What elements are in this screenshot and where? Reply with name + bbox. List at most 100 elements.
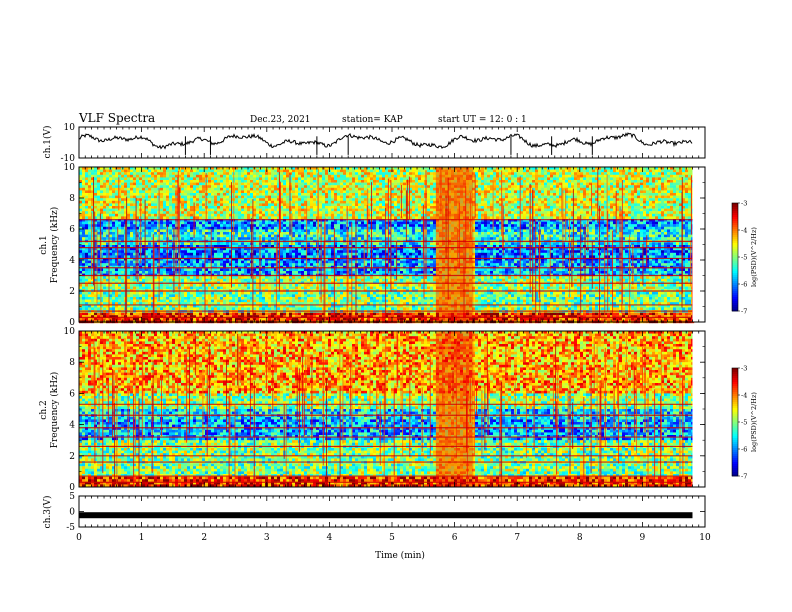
- spectrogram-cell: [391, 206, 395, 209]
- spectrogram-cell: [556, 203, 560, 207]
- spectrogram-cell: [238, 224, 242, 227]
- spectrogram-cell: [331, 200, 335, 204]
- spectrogram-cell: [322, 216, 326, 220]
- spectrogram-cell: [364, 185, 368, 188]
- spectrogram-cell: [322, 200, 326, 204]
- spectrogram-cell: [496, 211, 500, 214]
- spectrogram-cell: [217, 206, 221, 209]
- spectrogram-cell: [349, 216, 353, 220]
- spectrogram-cell: [376, 213, 380, 217]
- spectrogram-cell: [670, 190, 674, 194]
- spectrogram-cell: [151, 213, 155, 217]
- spectrogram-cell: [490, 172, 494, 175]
- spectrogram-cell: [559, 182, 563, 186]
- spectrogram-cell: [364, 177, 368, 181]
- spectrogram-cell: [502, 200, 506, 204]
- spectrogram-cell: [496, 208, 500, 212]
- spectrogram-cell: [601, 213, 605, 217]
- spectrogram-cell: [301, 216, 305, 220]
- spectrogram-cell: [286, 221, 290, 225]
- spectrogram-cell: [661, 185, 665, 188]
- spectrogram-cell: [625, 193, 629, 196]
- spectrogram-cell: [268, 219, 272, 222]
- spectrogram-cell: [298, 169, 302, 173]
- spectrogram-cell: [163, 187, 167, 191]
- spectrogram-cell: [595, 224, 599, 227]
- spectrogram-cell: [349, 200, 353, 204]
- spectrogram-cell: [274, 221, 278, 225]
- spectrogram-cell: [226, 177, 230, 181]
- spectrogram-cell: [181, 213, 185, 217]
- spectrogram-cell: [307, 206, 311, 209]
- spectrogram-cell: [448, 213, 452, 217]
- spectrogram-cell: [187, 169, 191, 173]
- spectrogram-cell: [556, 200, 560, 204]
- spectrogram-cell: [472, 206, 476, 209]
- spectrogram-cell: [244, 174, 248, 178]
- spectrogram-cell: [118, 182, 122, 186]
- spectrogram-cell: [241, 195, 245, 199]
- spectrogram-cell: [253, 195, 257, 199]
- spectrogram-cell: [556, 216, 560, 220]
- spectrogram-cell: [331, 172, 335, 175]
- spectrogram-cell: [628, 177, 632, 181]
- spectrogram-cell: [610, 198, 614, 201]
- spectrogram-cell: [106, 208, 110, 212]
- spectrogram-cell: [112, 185, 116, 188]
- spectrogram-cell: [649, 198, 653, 201]
- spectrogram-cell: [334, 185, 338, 188]
- spectrogram-cell: [562, 172, 566, 175]
- spectrogram-cell: [625, 198, 629, 201]
- spectrogram-cell: [133, 211, 137, 214]
- spectrogram-cell: [148, 213, 152, 217]
- spectrogram-cell: [682, 185, 686, 188]
- spectrogram-cell: [652, 193, 656, 196]
- spectrogram-cell: [430, 182, 434, 186]
- spectrogram-cell: [151, 226, 155, 230]
- spectrogram-cell: [676, 203, 680, 207]
- spectrogram-cell: [256, 167, 260, 170]
- spectrogram-cell: [349, 221, 353, 225]
- spectrogram-cell: [241, 180, 245, 183]
- spectrogram-cell: [373, 200, 377, 204]
- spectrogram-cell: [82, 174, 86, 178]
- spectrogram-cell: [130, 198, 134, 201]
- spectrogram-cell: [508, 195, 512, 199]
- spectrogram-cell: [358, 174, 362, 178]
- spectrogram-cell: [172, 226, 176, 230]
- spectrogram-cell: [283, 190, 287, 194]
- spectrogram-cell: [634, 180, 638, 183]
- spectrogram-cell: [658, 193, 662, 196]
- spectrogram-cell: [517, 180, 521, 183]
- spectrogram-cell: [112, 213, 116, 217]
- spectrogram-cell: [469, 190, 473, 194]
- spectrogram-cell: [262, 198, 266, 201]
- spectrogram-cell: [154, 167, 158, 170]
- spectrogram-cell: [334, 200, 338, 204]
- spectrogram-cell: [280, 195, 284, 199]
- spectrogram-cell: [472, 174, 476, 178]
- spectrogram-cell: [565, 169, 569, 173]
- spectrogram-cell: [229, 219, 233, 222]
- spectrogram-cell: [295, 193, 299, 196]
- spectrogram-cell: [403, 213, 407, 217]
- spectrogram-cell: [526, 208, 530, 212]
- spectrogram-cell: [406, 167, 410, 170]
- spectrogram-cell: [586, 185, 590, 188]
- spectrogram-cell: [229, 221, 233, 225]
- spectrogram-cell: [586, 169, 590, 173]
- spectrogram-cell: [412, 187, 416, 191]
- spectrogram-cell: [460, 195, 464, 199]
- spectrogram-cell: [148, 167, 152, 170]
- spectrogram-cell: [277, 167, 281, 170]
- spectrogram-cell: [196, 193, 200, 196]
- spectrogram-cell: [595, 193, 599, 196]
- spectrogram-cell: [208, 219, 212, 222]
- spectrogram-cell: [268, 211, 272, 214]
- spectrogram-cell: [472, 224, 476, 227]
- spectrogram-cell: [283, 172, 287, 175]
- spectrogram-cell: [661, 193, 665, 196]
- spectrogram-cell: [688, 224, 692, 227]
- spectrogram-cell: [409, 185, 413, 188]
- spectrogram-cell: [304, 190, 308, 194]
